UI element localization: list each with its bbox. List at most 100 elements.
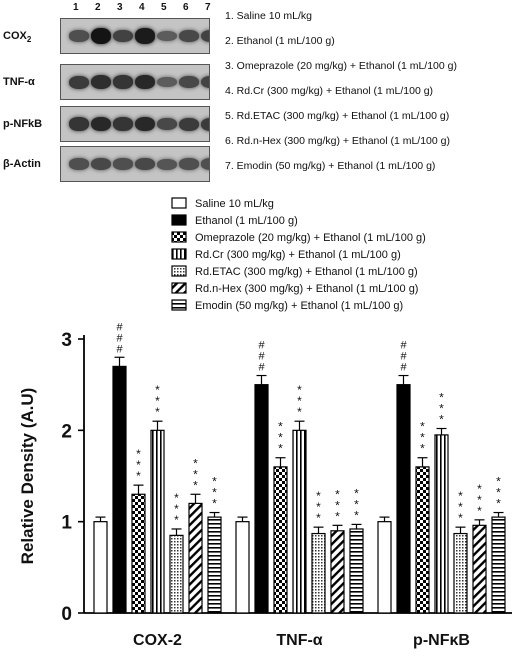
significance-marker: *: [155, 394, 160, 408]
significance-marker: *: [496, 497, 501, 511]
blot-band: [91, 158, 111, 170]
bar: [254, 384, 269, 614]
blot-band: [201, 158, 209, 170]
bar: [169, 534, 184, 614]
significance-marker: *: [297, 394, 302, 408]
bar: [415, 466, 430, 614]
chart-bars: COX-2###************ ***TNF-α###*********…: [93, 321, 506, 649]
blot-band: [69, 158, 89, 170]
blot-protein-label: TNF-α: [3, 76, 35, 88]
significance-marker: *: [496, 486, 501, 500]
significance-marker: *: [193, 467, 198, 481]
y-tick-label: 2: [61, 421, 72, 442]
blot-protein-label: β-Actin: [3, 158, 41, 170]
bar: [235, 521, 250, 614]
significance-marker: *: [278, 431, 283, 445]
significance-marker: *: [297, 405, 302, 419]
significance-marker: *: [297, 383, 302, 397]
significance-marker: *: [316, 511, 321, 525]
blot-band: [157, 158, 177, 170]
significance-marker: #: [258, 340, 265, 352]
treatment-key-item: 3. Omeprazole (20 mg/kg) + Ethanol (1 mL…: [225, 60, 457, 72]
significance-marker: *: [354, 486, 359, 500]
significance-marker: *: [136, 469, 141, 483]
lane-number: 6: [183, 2, 189, 13]
blot-protein-label-subscript: 2: [26, 35, 32, 45]
blot-band: [157, 118, 177, 130]
bar: [472, 524, 487, 614]
significance-marker: *: [155, 383, 160, 397]
blot-strip: [60, 146, 210, 182]
legend-label: Emodin (50 mg/kg) + Ethanol (1 mL/100 g): [195, 300, 403, 312]
significance-marker: *: [136, 447, 141, 461]
y-tick-label: 0: [61, 604, 72, 625]
significance-marker: *: [439, 402, 444, 416]
legend-label: Ethanol (1 mL/100 g): [195, 215, 298, 227]
blot-band: [91, 75, 111, 89]
bar: [311, 532, 326, 614]
significance-marker: #: [400, 362, 407, 374]
treatment-key-item: 2. Ethanol (1 mL/100 g): [225, 35, 335, 47]
blot-band: [113, 29, 133, 43]
legend-label: Rd.Cr (300 mg/kg) + Ethanol (1 mL/100 g): [195, 249, 401, 261]
legend-label: Rd.ETAC (300 mg/kg) + Ethanol (1 mL/100 …: [195, 266, 418, 278]
blot-band: [91, 28, 111, 44]
bar: [131, 493, 146, 614]
blot-band: [201, 75, 209, 89]
significance-marker: *: [155, 405, 160, 419]
bar: [207, 516, 222, 614]
bar: [396, 384, 411, 614]
blot-strip: [60, 18, 210, 54]
lane-number: 4: [139, 2, 145, 13]
bar: [112, 365, 127, 614]
blot-band: [179, 30, 199, 42]
legend-swatch: [171, 282, 187, 294]
bar: [377, 521, 392, 614]
legend-label: Omeprazole (20 mg/kg) + Ethanol (1 mL/10…: [195, 232, 426, 244]
significance-marker: *: [174, 491, 179, 505]
treatment-key-item: 4. Rd.Cr (300 mg/kg) + Ethanol (1 mL/100…: [225, 85, 434, 97]
significance-marker: #: [116, 321, 123, 333]
blot-protein-label-text: p-NFkB: [3, 118, 43, 130]
lane-number: 2: [95, 2, 101, 13]
legend-swatch: [171, 248, 187, 260]
y-tick-label: 1: [61, 513, 72, 534]
blot-band: [157, 30, 177, 42]
significance-marker: *: [212, 497, 217, 511]
bar: [453, 532, 468, 614]
legend-swatch: [171, 299, 187, 311]
treatment-key-item: 5. Rd.ETAC (300 mg/kg) + Ethanol (1 mL/1…: [225, 110, 450, 122]
blot-band: [135, 28, 155, 44]
blot-band: [69, 30, 89, 42]
treatment-key-item: 7. Emodin (50 mg/kg) + Ethanol (1 mL/100…: [225, 160, 436, 172]
blot-protein-label-text: β-Actin: [3, 158, 41, 170]
significance-marker: *: [335, 509, 340, 523]
blot-protein-label: COX2: [3, 30, 31, 44]
blot-band: [113, 158, 133, 170]
significance-marker: #: [116, 332, 123, 344]
significance-marker: *: [420, 420, 425, 434]
blot-band: [69, 75, 89, 89]
chart-legend: Saline 10 mL/kg Ethanol (1 mL/100 g) Omepr…: [171, 197, 426, 312]
bar-chart: Saline 10 mL/kg Ethanol (1 mL/100 g) Omepr…: [18, 197, 512, 649]
blot-band: [179, 76, 199, 88]
blot-band: [135, 116, 155, 132]
bar: [292, 429, 307, 614]
blot-band: [201, 29, 209, 43]
significance-marker: *: [439, 391, 444, 405]
significance-marker: *: [136, 458, 141, 472]
lane-number: 1: [73, 2, 79, 13]
bar: [273, 466, 288, 614]
significance-marker: *: [316, 489, 321, 503]
lane-number: 7: [205, 2, 211, 13]
bar: [434, 434, 449, 614]
significance-marker: *: [477, 493, 482, 507]
significance-marker: *: [174, 502, 179, 516]
blot-band: [179, 117, 199, 131]
legend-label: Saline 10 mL/kg: [195, 198, 274, 210]
significance-marker: *: [212, 486, 217, 500]
x-category-label: COX-2: [133, 632, 182, 649]
legend-swatch: [171, 231, 187, 243]
significance-marker: *: [439, 413, 444, 427]
x-category-label: p-NFκB: [413, 632, 470, 649]
